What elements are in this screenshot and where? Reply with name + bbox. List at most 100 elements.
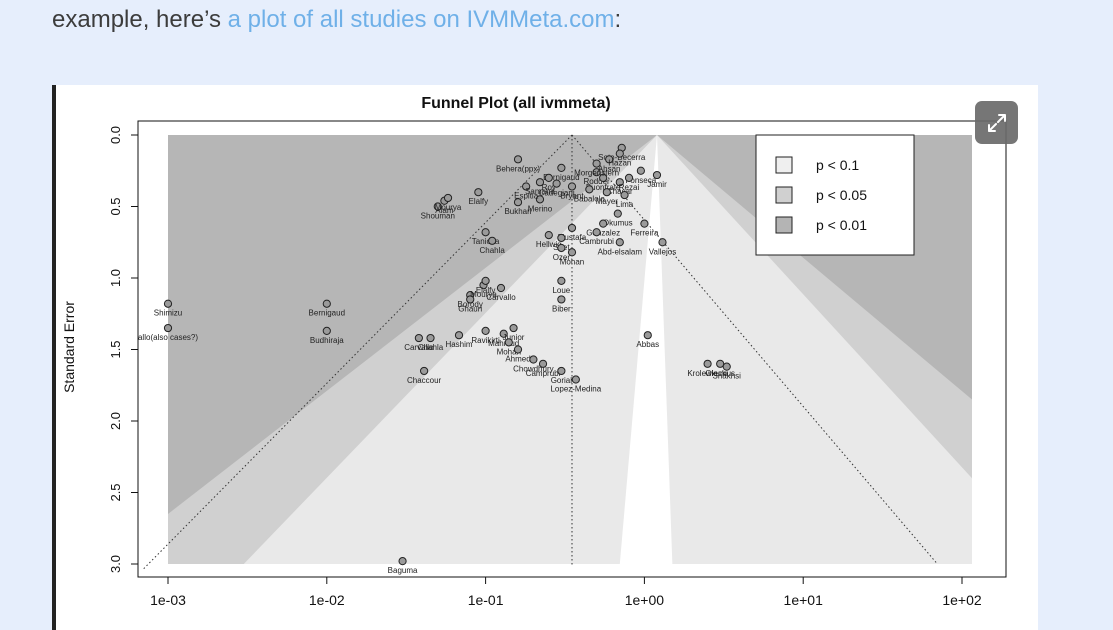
data-point (643, 331, 652, 340)
point-label: Junior (503, 333, 525, 342)
funnel-plot-figure: 1e-03 1e-02 1e-01 1e+00 1e+01 1e+02 0.0 0.5 1.0 1… (52, 85, 1038, 630)
data-point (481, 326, 490, 336)
data-point (513, 198, 523, 207)
point-label: Camprubi (526, 369, 561, 378)
data-point (624, 173, 634, 183)
point-label: Behera(ppx) (496, 164, 540, 173)
point-label: Mahmud (488, 339, 519, 348)
point-label: Abd-elsalam (598, 247, 643, 256)
point-label: Shouman (421, 212, 455, 221)
legend-swatch (775, 186, 793, 204)
data-point (557, 366, 566, 376)
point-label: Bukhari (504, 207, 531, 216)
chart-title: Funnel Plot (all ivmmeta) (421, 95, 610, 112)
ivmmeta-link[interactable]: a plot of all studies on IVMMeta.com (227, 6, 615, 33)
data-point (592, 168, 601, 177)
intro-text: example, here’s a plot of all studies on… (52, 6, 621, 34)
data-point (398, 557, 407, 566)
y-tick-label: 0.5 (108, 197, 123, 215)
data-point (544, 231, 553, 240)
data-point (443, 193, 453, 203)
chart-axes: 1e-03 1e-02 1e-01 1e+00 1e+01 1e+02 0.0 0.5 1.0 1… (108, 120, 1007, 608)
data-point (613, 209, 622, 218)
point-label: Baguma (388, 566, 418, 575)
legend-label: p < 0.01 (816, 217, 867, 233)
x-tick-label: 1e+02 (942, 592, 982, 608)
point-label: Bryant (560, 191, 584, 200)
x-tick-label: 1e+01 (784, 592, 824, 608)
point-label: Jamir (647, 180, 667, 189)
data-point (433, 202, 442, 211)
data-point (535, 195, 545, 204)
data-point (420, 366, 429, 376)
x-tick-label: 1e+00 (625, 592, 665, 608)
data-point (585, 185, 594, 194)
y-tick-label: 2.5 (108, 483, 123, 501)
point-label: Vallejos (649, 247, 676, 256)
point-label: Abbas (636, 340, 659, 349)
data-point (658, 238, 667, 247)
data-point (571, 375, 580, 384)
point-label: Okumus (603, 219, 633, 228)
legend-swatch (775, 156, 793, 174)
point-label: Lopez-Medina (550, 385, 601, 394)
point-label: Chaccour (407, 376, 442, 385)
funnel-plot-chart: 1e-03 1e-02 1e-01 1e+00 1e+01 1e+02 0.0 0.5 1.0 1… (61, 95, 1007, 608)
data-point (474, 188, 483, 197)
point-label: Hazan (608, 159, 631, 168)
y-tick-label: 3.0 (108, 555, 123, 573)
point-label: Mustafa (558, 233, 587, 242)
point-label: Carvallo (404, 343, 434, 352)
point-label: Shimizu (154, 309, 182, 318)
data-point (496, 283, 506, 293)
point-label: Roy (542, 183, 556, 192)
point-label: Ravikirti (471, 336, 500, 345)
data-point (636, 166, 645, 175)
data-point (454, 331, 464, 340)
point-label: allo(also cases?) (138, 333, 198, 342)
point-label: Chahla (479, 246, 505, 255)
point-label: Mayer (596, 197, 619, 206)
point-label: Babalola (574, 194, 606, 203)
point-label: Hellwig (536, 240, 562, 249)
point-label: Bernigaud (543, 173, 579, 182)
data-point (592, 159, 601, 168)
y-tick-label: 2.0 (108, 412, 123, 430)
y-tick-label: 1.0 (108, 269, 123, 287)
data-point (509, 323, 518, 333)
data-point (602, 188, 611, 197)
data-point (615, 149, 624, 158)
point-label: Ferreira (630, 229, 659, 238)
data-point (535, 178, 545, 187)
point-label: Okumus (705, 369, 735, 378)
data-point (322, 299, 331, 308)
point-label: Elalfy (469, 197, 489, 206)
point-label: Shakhsi (713, 372, 742, 381)
data-point (722, 362, 731, 371)
data-point (557, 243, 566, 253)
expand-button[interactable] (975, 101, 1018, 144)
data-points: Shimizu allo(also cases?) Bernigaud Budhira… (138, 143, 742, 575)
point-label: Mohan (560, 257, 584, 266)
intro-prefix: example, here’s (52, 6, 228, 33)
point-label: Krolewiecki (687, 369, 728, 378)
intro-suffix: : (614, 6, 622, 33)
point-label: Morgenstern (574, 169, 619, 178)
data-point (513, 155, 523, 164)
point-label: Soto-Becerra (598, 153, 646, 162)
point-label: Mohan (497, 347, 521, 356)
data-point (599, 173, 608, 183)
point-label: Tanioka (472, 237, 500, 246)
point-label: Chowdhury (513, 365, 553, 374)
data-point (557, 233, 566, 243)
data-point (557, 295, 566, 304)
point-label: Lima (616, 200, 634, 209)
data-point (615, 178, 624, 187)
point-label: Hashim (445, 340, 472, 349)
data-point (163, 299, 173, 308)
y-axis-label: Standard Error (61, 301, 77, 393)
data-point (466, 295, 475, 304)
point-label: Cambrubi (579, 237, 614, 246)
point-label: Elalfy (476, 286, 496, 295)
point-label: Rodder (583, 177, 610, 186)
